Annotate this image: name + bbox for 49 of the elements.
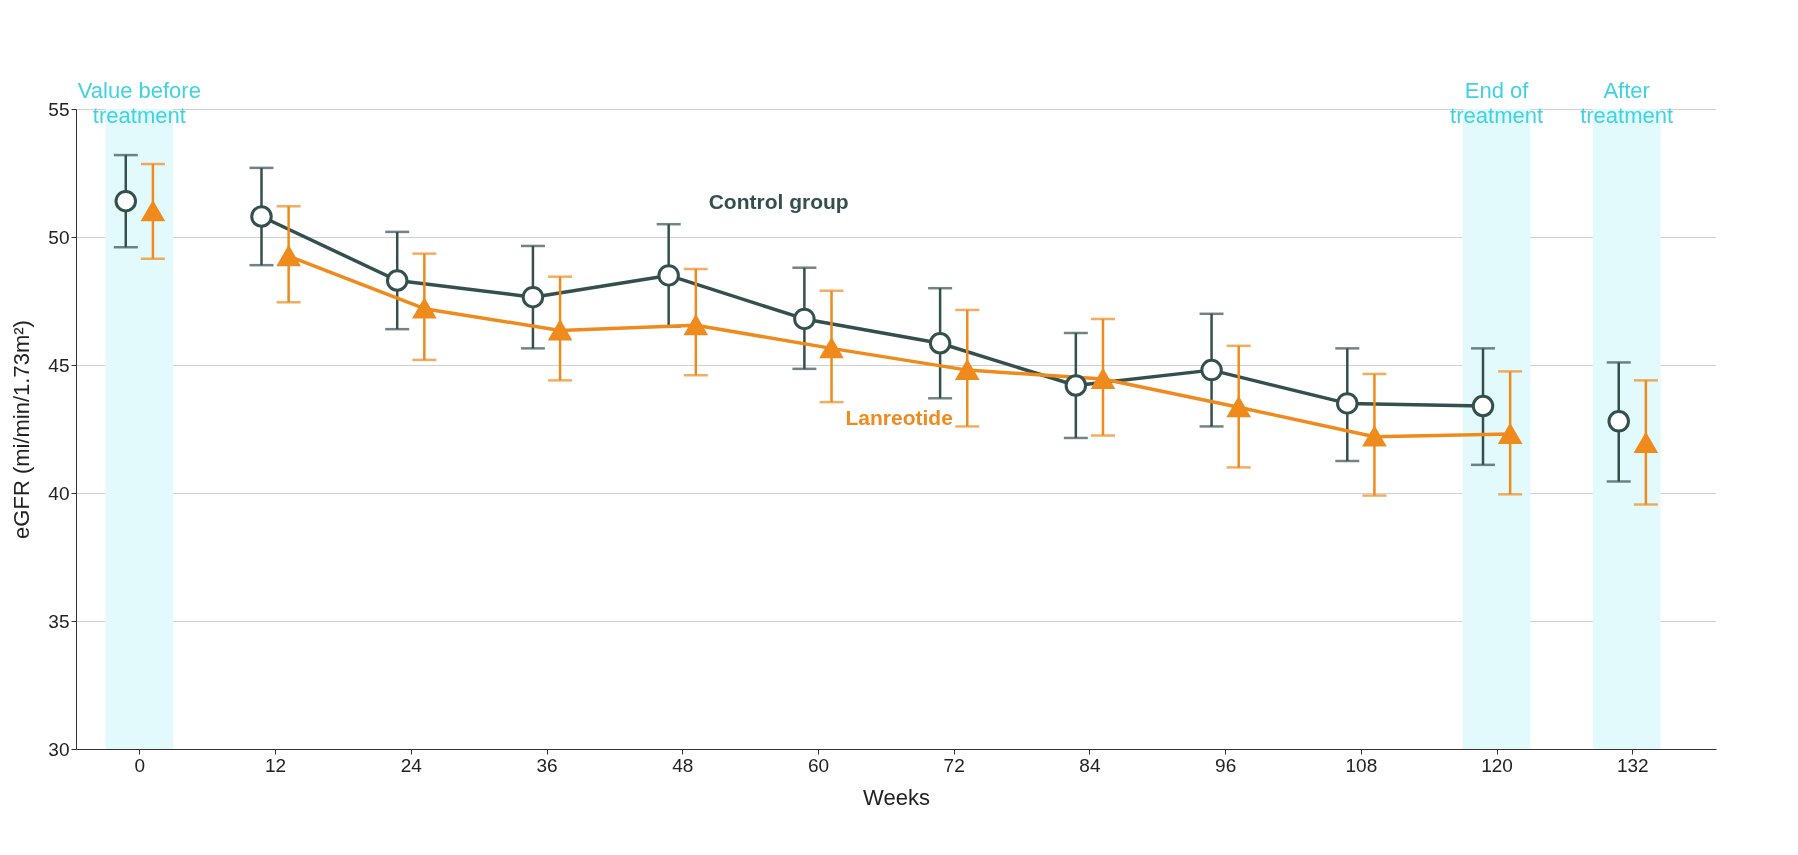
point	[385, 269, 409, 292]
x-tick-label: 12	[264, 754, 287, 776]
x-tick-label: 84	[1079, 754, 1101, 776]
y-tick-label: 30	[48, 738, 70, 760]
point	[1634, 433, 1658, 454]
x-tick-label: 96	[1215, 754, 1237, 776]
point	[657, 264, 680, 287]
point	[114, 189, 138, 213]
y-tick-label: 35	[48, 610, 70, 632]
y-tick-label: 45	[48, 354, 70, 376]
point	[141, 201, 165, 222]
point	[1336, 392, 1359, 415]
point	[413, 298, 436, 319]
point	[1227, 397, 1250, 418]
x-tick-label: 24	[400, 754, 423, 776]
point	[1471, 394, 1495, 418]
point	[1091, 369, 1115, 390]
x-tick-label: 0	[134, 754, 146, 776]
y-tick-label: 50	[48, 226, 70, 248]
point	[250, 205, 273, 228]
x-tick-label: 48	[672, 754, 694, 776]
point	[793, 307, 816, 331]
x-tick-label: 132	[1616, 754, 1649, 776]
y-tick-label: 40	[48, 482, 70, 504]
x-tick-label: 72	[943, 754, 965, 776]
point	[1200, 358, 1223, 382]
point	[1607, 410, 1630, 433]
x-tick-label: 120	[1481, 754, 1513, 776]
point	[956, 360, 979, 381]
point	[521, 285, 545, 309]
x-tick-label: 36	[536, 754, 558, 776]
point	[820, 338, 843, 359]
point	[1064, 374, 1088, 397]
text: Control group	[708, 190, 849, 214]
point	[928, 332, 952, 355]
band-label: After treatment	[1580, 78, 1674, 128]
point	[684, 315, 708, 336]
point	[1363, 426, 1386, 447]
y-axis-title: eGFR (mi/min/1.73m²)	[9, 320, 35, 539]
x-tick-label: 60	[807, 754, 830, 776]
point	[1498, 424, 1522, 445]
point	[277, 246, 300, 267]
x-axis-title: Weeks	[863, 784, 930, 810]
band-label: End of treatment	[1450, 78, 1544, 128]
band-label: Value before treatment	[77, 78, 201, 128]
y-tick-label: 55	[48, 98, 70, 120]
point	[548, 320, 572, 341]
series-label: Lanreotide	[845, 406, 953, 430]
x-tick-label: 108	[1345, 754, 1378, 776]
